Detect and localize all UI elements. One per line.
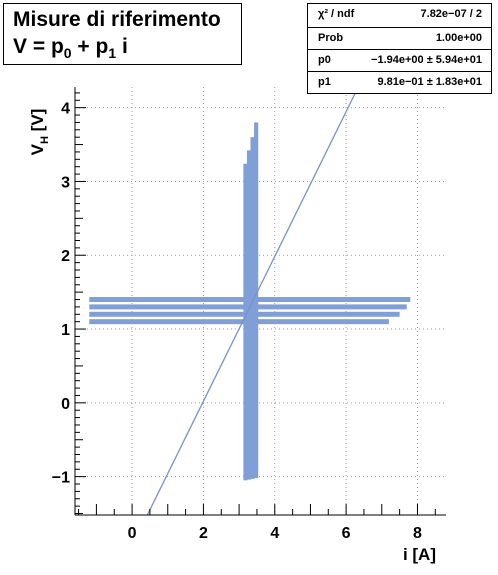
stats-row-p0: p0 −1.94e+00 ± 5.94e+01 (308, 49, 491, 72)
stats-key: p0 (318, 54, 331, 66)
title-text: Misure di riferimento (13, 8, 221, 31)
y-axis-label-unit: [V] (28, 109, 47, 136)
stats-key: p1 (318, 76, 331, 88)
y-axis-label-main: V (28, 143, 47, 155)
x-tick-label: 0 (128, 525, 137, 542)
formula-text: V = p0 + p1 i (13, 35, 128, 61)
vertical-band (254, 122, 259, 479)
grid (75, 87, 446, 515)
vertical-band (250, 137, 255, 479)
title-box: Misure di riferimento V = p0 + p1 i (3, 3, 242, 65)
x-tick-label: 4 (270, 525, 279, 542)
stats-row-p1: p1 9.81e−01 ± 1.83e+01 (308, 71, 491, 94)
formula-sub0: 0 (63, 45, 72, 62)
data-bands (89, 122, 411, 481)
stats-row-prob: Prob 1.00e+00 (308, 27, 491, 50)
y-axis-label-sub: H (39, 136, 51, 144)
x-tick-label: 8 (413, 525, 422, 542)
stats-value: −1.94e+00 ± 5.94e+01 (371, 54, 482, 66)
y-tick-label: 4 (61, 101, 70, 118)
formula-mid: + p (71, 35, 109, 58)
y-axis-label: VH [V] (28, 109, 51, 156)
x-tick-label: 6 (342, 525, 351, 542)
y-tick-label: −1 (52, 470, 70, 487)
stats-value: 7.82e−07 / 2 (420, 8, 482, 20)
vertical-band (243, 163, 248, 481)
stats-value: 1.00e+00 (435, 32, 482, 44)
x-tick-label: 2 (199, 525, 208, 542)
y-tick-label: 1 (61, 322, 70, 339)
formula-sub1: 1 (108, 45, 117, 62)
stats-row-chi2: χ² / ndf 7.82e−07 / 2 (308, 4, 491, 26)
x-axis-label: i [A] (403, 545, 436, 564)
fit-line (146, 86, 359, 516)
vertical-band (246, 150, 252, 480)
axes: 0 2 4 6 8 −1 0 1 2 3 4 (52, 87, 446, 542)
horizontal-band (89, 319, 389, 325)
stats-key: Prob (318, 32, 344, 44)
formula-suffix: i (116, 35, 128, 58)
stats-box: χ² / ndf 7.82e−07 / 2 Prob 1.00e+00 p0 −… (307, 3, 492, 94)
y-tick-label: 3 (61, 174, 70, 191)
y-tick-label: 0 (61, 396, 70, 413)
formula-prefix: V = p (13, 35, 64, 58)
stats-value: 9.81e−01 ± 1.83e+01 (377, 76, 482, 88)
stats-key: χ² / ndf (318, 8, 355, 20)
fit-line-segment (146, 86, 359, 516)
y-tick-label: 2 (61, 248, 70, 265)
